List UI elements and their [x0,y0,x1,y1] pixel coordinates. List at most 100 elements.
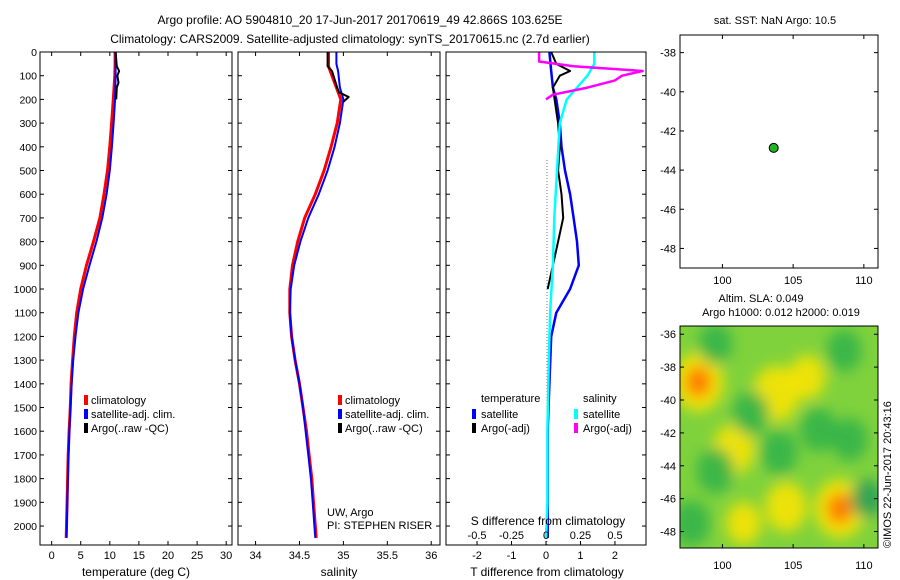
depth-tick-label: 500 [19,166,37,178]
depth-axis: 0 100 200 300 400 500 600 700 800 900 1000 1100 1200… [14,47,232,533]
temperature-series-group [64,52,121,538]
heatmap-blob [788,354,826,400]
series-line-climatology [64,52,117,538]
depth-tick-label: 1000 [14,284,38,296]
legend-label-t-argo: Argo(-adj) [481,423,530,435]
s-difference-tick-label: 0 [543,530,549,542]
header-line-1: Argo profile: AO 5904810_20 17-Jun-2017 … [158,13,563,27]
heatmap-blob [826,329,862,372]
heatmap-blob [685,366,712,398]
legend-swatch-argo [338,423,342,433]
lat-tick-label: -36 [660,329,676,341]
series-line-satellite-adj-clim- [288,52,345,538]
temperature-panel: 0100200300400500600700800900100011001200… [14,47,233,579]
lat-tick-label: -46 [660,204,676,216]
lat-tick-label: -42 [660,126,676,138]
altimetry-heatmap [680,326,878,548]
depth-tick-label: 800 [19,237,37,249]
lon-tick-label: 110 [855,275,873,287]
temperature-tick-label: 10 [104,550,116,562]
heatmap-blobs [680,326,878,547]
temperature-axes-box [39,51,233,546]
legend-swatch-climatology [338,395,342,405]
lon-tick-label: 105 [784,560,802,572]
heatmap-blob [850,479,878,518]
lat-tick-label: -46 [660,494,676,506]
depth-tick-label: 1700 [14,450,38,462]
difference-y-ticks [446,51,646,527]
difference-axes-box [445,51,647,546]
temperature-tick-label: 5 [78,550,84,562]
depth-tick-label: 1800 [14,474,38,486]
t-difference-tick-label: 1 [577,550,583,562]
legend-label-s-argo: Argo(-adj) [583,423,632,435]
legend-label-satellite: satellite-adj. clim. [91,409,175,421]
legend-swatch-s-argo [574,423,578,433]
temperature-tick-label: 25 [191,550,203,562]
lon-tick-label: 110 [855,560,873,572]
temperature-legend: climatology satellite-adj. clim. Argo(..… [84,395,175,435]
legend-label-climatology: climatology [345,395,401,407]
t-difference-tick-label: 2 [612,550,618,562]
salinity-tick-label: 35 [337,550,349,562]
temperature-tick-label: 20 [162,550,174,562]
s-difference-x-axis: -0.5 -0.25 0 0.25 0.5 [468,530,623,542]
depth-tick-label: 1500 [14,403,38,415]
lat-tick-label: -44 [660,165,676,177]
location-map-lon-axis: 100 105 110 [713,35,873,287]
legend-title-salinity: salinity [583,393,617,405]
legend-swatch-t-argo [472,423,476,433]
salinity-xlabel: salinity [321,565,358,579]
legend-label-argo: Argo(..raw -QC) [345,423,423,435]
heatmap-blob [760,430,798,475]
heatmap-blob [765,481,807,532]
difference-series-group [537,52,644,538]
legend-title-temperature: temperature [481,393,540,405]
depth-tick-label: 200 [19,94,37,106]
t-difference-x-axis: -2 -1 0 1 2 [472,541,618,562]
legend-label-satellite: satellite-adj. clim. [345,409,429,421]
depth-tick-label: 1100 [14,308,37,320]
heatmap-blob [831,417,868,462]
depth-tick-label: 300 [19,118,37,130]
float-position-markers [768,142,779,153]
t-difference-xlabel: T difference from climatology [470,565,624,579]
series-line-satellite-adj-clim- [65,52,117,538]
temperature-tick-label: 15 [133,550,145,562]
pi-annotation: PI: STEPHEN RISER [327,520,432,532]
series-line-salinity-argo-adj- [537,52,644,101]
lat-tick-label: -48 [660,243,676,255]
series-line-climatology [288,52,343,539]
temperature-tick-label: 0 [49,550,55,562]
lat-tick-label: -38 [660,48,676,60]
altimetry-title-1: Altim. SLA: 0.049 [719,293,804,305]
imos-watermark: ©IMOS 22-Jun-2017 20:43:16 [882,401,894,548]
temperature-xlabel: temperature (deg C) [82,565,190,579]
series-line-salinity-satellite [544,52,596,538]
location-map-axes-box [679,34,879,269]
depth-tick-label: 600 [19,189,37,201]
depth-tick-label: 0 [31,47,37,59]
depth-tick-label: 1600 [14,426,38,438]
legend-label-climatology: climatology [91,395,147,407]
series-line-argo-raw-qc- [326,52,350,103]
salinity-tick-label: 36 [425,550,437,562]
altimetry-title-2: Argo h1000: 0.012 h2000: 0.019 [702,307,860,319]
series-line-temperature-argo-adj- [546,52,572,290]
heatmap-blob [732,390,770,436]
s-difference-tick-label: 0.5 [607,530,622,542]
s-difference-tick-label: -0.5 [468,530,487,542]
legend-swatch-satellite [338,409,342,419]
lat-tick-label: -42 [660,428,676,440]
legend-label-s-satellite: satellite [583,409,620,421]
heatmap-blob [696,447,735,494]
s-difference-tick-label: -0.25 [499,530,524,542]
difference-panel: -2 -1 0 1 2 -0.5 -0.25 0 0.25 0.5 T difference f… [445,51,647,579]
legend-swatch-t-satellite [472,409,476,419]
lon-tick-label: 100 [713,275,731,287]
location-map-lat-axis: -38 -40 -42 -44 -46 -48 [660,48,878,255]
float-position-marker [768,142,779,153]
s-difference-xlabel: S difference from climatology [471,514,626,528]
lat-tick-label: -40 [660,395,676,407]
